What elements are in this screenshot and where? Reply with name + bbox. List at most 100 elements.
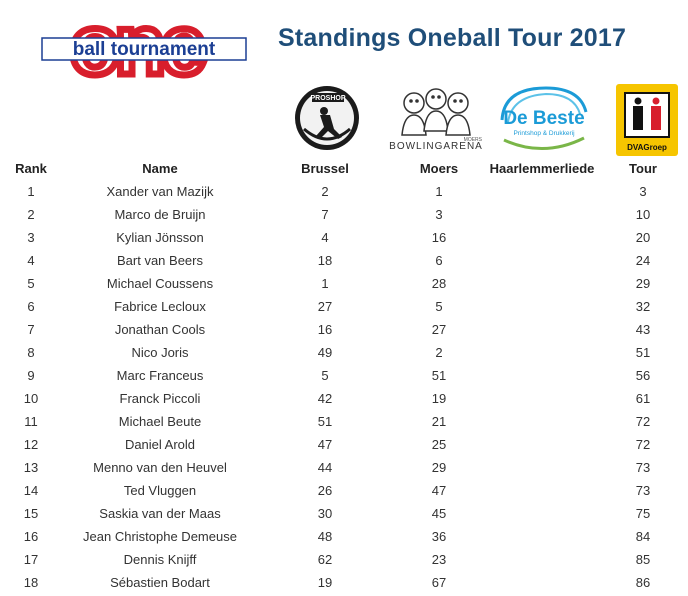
brussel-cell: 19 — [317, 575, 333, 590]
name-cell: Marc Franceus — [116, 368, 204, 383]
rank-cell: 12 — [23, 437, 39, 452]
tour-cell: 75 — [635, 506, 651, 521]
brussel-cell: 7 — [321, 207, 329, 222]
table-row: 6 Fabrice Lecloux 27 5 32 — [0, 295, 688, 318]
haarlemmerliede-cell — [486, 456, 598, 479]
rank-cell: 1 — [27, 184, 35, 199]
rank-cell: 14 — [23, 483, 39, 498]
tour-cell: 56 — [635, 368, 651, 383]
table-row: 4 Bart van Beers 18 6 24 — [0, 249, 688, 272]
name-cell: Franck Piccoli — [119, 391, 201, 406]
name-cell: Bart van Beers — [117, 253, 203, 268]
tour-cell: 72 — [635, 437, 651, 452]
tour-cell: 73 — [635, 483, 651, 498]
haarlemmerliede-cell — [486, 571, 598, 594]
bowlingarena-subtext: MOERS — [464, 137, 483, 143]
tour-cell: 43 — [635, 322, 651, 337]
table-row: 9 Marc Franceus 5 51 56 — [0, 364, 688, 387]
rank-cell: 13 — [23, 460, 39, 475]
logo-banner — [41, 37, 247, 61]
haarlemmerliede-cell — [486, 387, 598, 410]
brussel-cell: 47 — [317, 437, 333, 452]
haarlemmerliede-cell — [486, 433, 598, 456]
moers-cell: 29 — [431, 460, 447, 475]
haarlemmerliede-cell — [486, 364, 598, 387]
tour-cell: 20 — [635, 230, 651, 245]
moers-cell: 36 — [431, 529, 447, 544]
tour-cell: 84 — [635, 529, 651, 544]
table-row: 14 Ted Vluggen 26 47 73 — [0, 479, 688, 502]
rank-cell: 4 — [27, 253, 35, 268]
tour-cell: 73 — [635, 460, 651, 475]
haarlemmerliede-cell — [486, 295, 598, 318]
moers-cell: 47 — [431, 483, 447, 498]
moers-cell: 45 — [431, 506, 447, 521]
table-row: 1 Xander van Mazijk 2 1 3 — [0, 178, 688, 203]
moers-cell: 16 — [431, 230, 447, 245]
moers-cell: 5 — [435, 299, 443, 314]
table-row: 12 Daniel Arold 47 25 72 — [0, 433, 688, 456]
rank-cell: 10 — [23, 391, 39, 406]
column-header-tour: Tour — [629, 160, 657, 176]
table-row: 3 Kylian Jönsson 4 16 20 — [0, 226, 688, 249]
name-cell: Sébastien Bodart — [110, 575, 210, 590]
brussel-cell: 49 — [317, 345, 333, 360]
name-cell: Dennis Knijff — [123, 552, 197, 567]
haarlemmerliede-cell — [486, 203, 598, 226]
name-cell: Menno van den Heuvel — [93, 460, 227, 475]
name-cell: Saskia van der Maas — [99, 506, 221, 521]
table-row: 18 Sébastien Bodart 19 67 86 — [0, 571, 688, 594]
brussel-cell: 30 — [317, 506, 333, 521]
brussel-cell: 62 — [317, 552, 333, 567]
rank-cell: 5 — [27, 276, 35, 291]
haarlemmerliede-cell — [486, 178, 598, 203]
tour-cell: 29 — [635, 276, 651, 291]
moers-cell: 6 — [435, 253, 443, 268]
column-header-brussel: Brussel — [301, 160, 349, 176]
name-cell: Fabrice Lecloux — [114, 299, 206, 314]
rank-cell: 8 — [27, 345, 35, 360]
moers-cell: 21 — [431, 414, 447, 429]
debeste-logo: De Beste Printshop & Drukkerij — [500, 86, 588, 150]
standings-body: 1 Xander van Mazijk 2 1 3 2 Marco de Bruijn 7 3 1… — [0, 178, 688, 594]
haarlemmerliede-cell — [486, 548, 598, 571]
table-row: 15 Saskia van der Maas 30 45 75 — [0, 502, 688, 525]
tour-cell: 24 — [635, 253, 651, 268]
rank-cell: 3 — [27, 230, 35, 245]
debeste-text: De Beste — [503, 108, 584, 129]
haarlemmerliede-cell — [486, 525, 598, 548]
table-row: 10 Franck Piccoli 42 19 61 — [0, 387, 688, 410]
table-row: 2 Marco de Bruijn 7 3 10 — [0, 203, 688, 226]
haarlemmerliede-cell — [486, 226, 598, 249]
column-header-haarlemmerliede: Haarlemmerliede — [489, 160, 595, 176]
moers-cell: 19 — [431, 391, 447, 406]
tour-cell: 10 — [635, 207, 651, 222]
brussel-cell: 5 — [321, 368, 329, 383]
debeste-subtext: Printshop & Drukkerij — [513, 130, 574, 137]
brussel-cell: 2 — [321, 184, 329, 199]
moers-cell: 3 — [435, 207, 443, 222]
tour-cell: 61 — [635, 391, 651, 406]
brussel-cell: 27 — [317, 299, 333, 314]
name-cell: Nico Joris — [131, 345, 189, 360]
column-header-name: Name — [142, 160, 178, 176]
table-row: 5 Michael Coussens 1 28 29 — [0, 272, 688, 295]
rank-cell: 18 — [23, 575, 39, 590]
name-cell: Jean Christophe Demeuse — [83, 529, 237, 544]
dva-text: DVAGroep — [627, 143, 667, 152]
name-cell: Xander van Mazijk — [106, 184, 214, 199]
rank-cell: 17 — [23, 552, 39, 567]
column-header-moers: Moers — [419, 160, 459, 176]
name-cell: Michael Coussens — [106, 276, 214, 291]
moers-cell: 23 — [431, 552, 447, 567]
haarlemmerliede-cell — [486, 272, 598, 295]
table-row: 13 Menno van den Heuvel 44 29 73 — [0, 456, 688, 479]
proshop-text: PROSHOP — [310, 95, 345, 102]
tour-cell: 51 — [635, 345, 651, 360]
brussel-cell: 4 — [321, 230, 329, 245]
brussel-cell: 42 — [317, 391, 333, 406]
moers-cell: 27 — [431, 322, 447, 337]
tour-cell: 72 — [635, 414, 651, 429]
moers-cell: 1 — [435, 184, 443, 199]
oneball-tournament-logo: one ball tournament — [41, 8, 247, 84]
